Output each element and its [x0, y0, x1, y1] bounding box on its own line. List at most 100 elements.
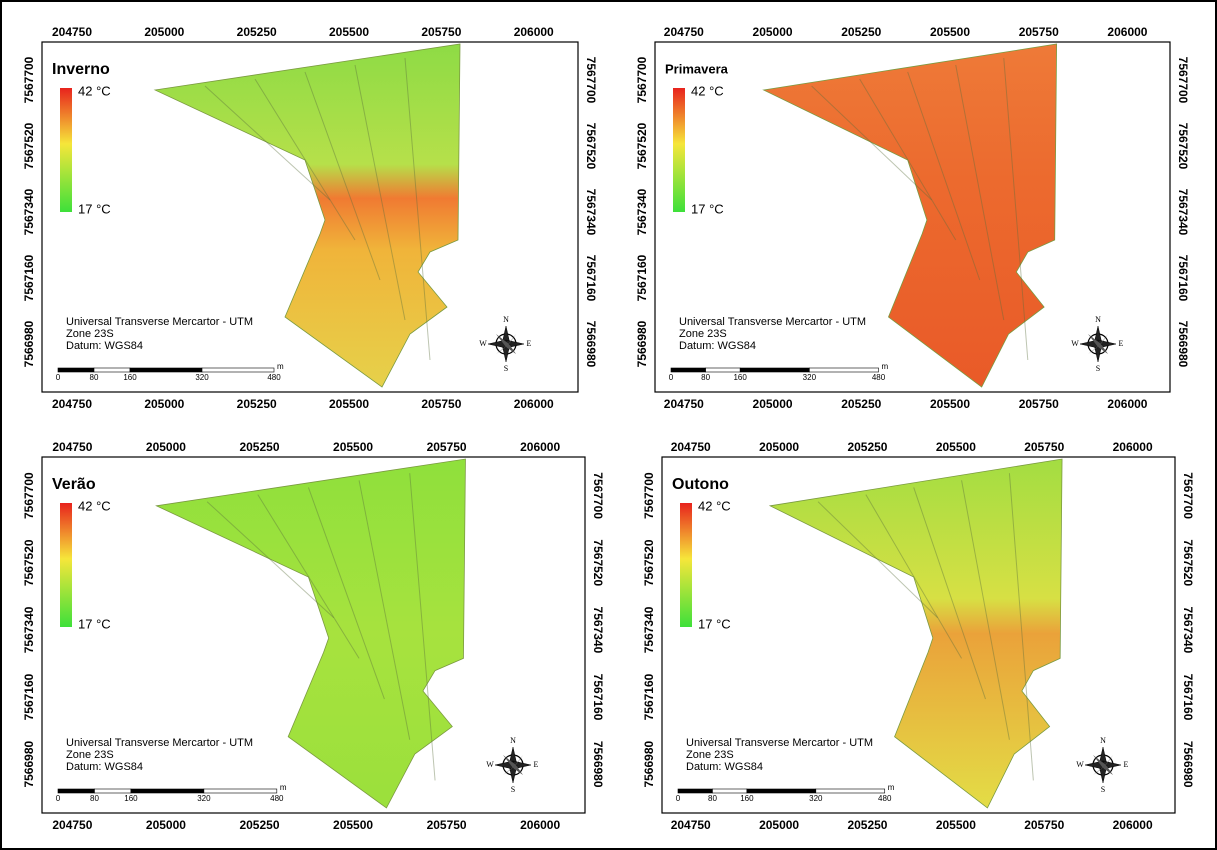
projection-info: Zone 23S: [66, 328, 114, 340]
y-tick-label-right: 7567160: [591, 674, 605, 721]
scale-bar-segment: [202, 368, 274, 372]
compass-n: N: [1100, 736, 1106, 745]
compass-n: N: [503, 315, 509, 324]
legend-max: 42 °C: [78, 83, 111, 98]
y-tick-label-right: 7567160: [584, 255, 598, 302]
scale-bar-label: 80: [708, 794, 717, 803]
x-tick-label-bottom: 206000: [520, 818, 560, 832]
projection-info: Datum: WGS84: [66, 761, 143, 773]
scale-bar-segment: [58, 368, 94, 372]
y-tick-label-right: 7567700: [591, 472, 605, 519]
scale-bar-label: 0: [676, 794, 681, 803]
compass-e: E: [1119, 339, 1124, 348]
scale-bar-label: 80: [90, 373, 99, 382]
scale-bar-label: 480: [872, 373, 886, 382]
y-tick-label-left: 7566980: [22, 320, 36, 367]
x-tick-label-top: 205000: [144, 25, 184, 39]
compass-e: E: [527, 339, 532, 348]
scale-bar-label: 320: [197, 794, 211, 803]
figure: 204750 204750 205000 205000 205250 205250 2055…: [0, 0, 1217, 850]
scale-bar-segment: [740, 368, 809, 372]
scale-bar-segment: [816, 789, 885, 793]
legend-max: 42 °C: [78, 498, 111, 513]
y-tick-label-left: 7567340: [22, 188, 36, 235]
projection-info: Universal Transverse Mercartor - UTM: [686, 737, 873, 749]
scale-bar-label: 480: [878, 794, 892, 803]
x-tick-label-bottom: 205500: [930, 397, 970, 411]
scale-bar-label: 80: [90, 794, 99, 803]
scale-bar-label: 160: [124, 794, 138, 803]
y-tick-label-left: 7566980: [22, 740, 36, 787]
x-tick-label-bottom: 205000: [144, 397, 184, 411]
x-tick-label-top: 205750: [1024, 440, 1064, 454]
projection-info: Zone 23S: [679, 328, 727, 340]
x-tick-label-top: 206000: [514, 25, 554, 39]
legend-min: 17 °C: [698, 616, 731, 631]
y-tick-label-right: 7566980: [1181, 741, 1195, 788]
scale-bar-label: 0: [56, 373, 61, 382]
x-tick-label-top: 205250: [847, 440, 887, 454]
scale-bar-segment: [130, 368, 202, 372]
x-tick-label-top: 205500: [333, 440, 373, 454]
x-tick-label-top: 204750: [664, 25, 704, 39]
x-tick-label-bottom: 205750: [421, 397, 461, 411]
scale-bar-segment: [678, 789, 712, 793]
x-tick-label-top: 205250: [239, 440, 279, 454]
scale-bar-label: 80: [701, 373, 710, 382]
y-tick-label-right: 7567340: [584, 189, 598, 236]
x-tick-label-bottom: 205000: [753, 397, 793, 411]
y-tick-label-left: 7566980: [635, 320, 649, 367]
compass-s: S: [1096, 364, 1100, 373]
compass-n: N: [510, 736, 516, 745]
compass-w: W: [486, 760, 494, 769]
x-tick-label-top: 205500: [930, 25, 970, 39]
x-tick-label-bottom: 206000: [1107, 397, 1147, 411]
projection-info: Universal Transverse Mercartor - UTM: [66, 316, 253, 328]
scale-bar-segment: [747, 789, 816, 793]
projection-info: Datum: WGS84: [686, 761, 763, 773]
y-tick-label-left: 7567520: [635, 122, 649, 169]
y-tick-label-left: 7567160: [22, 673, 36, 720]
y-tick-label-right: 7567700: [584, 57, 598, 104]
scale-bar-label: 0: [669, 373, 674, 382]
projection-info: Datum: WGS84: [679, 340, 756, 352]
y-tick-label-left: 7567700: [642, 472, 656, 519]
x-tick-label-top: 206000: [520, 440, 560, 454]
x-tick-label-top: 204750: [52, 25, 92, 39]
x-tick-label-bottom: 205250: [847, 818, 887, 832]
projection-info: Zone 23S: [686, 749, 734, 761]
scale-bar-label: 480: [267, 373, 281, 382]
compass-e: E: [1124, 760, 1129, 769]
compass-w: W: [479, 339, 487, 348]
y-tick-label-left: 7567520: [642, 539, 656, 586]
y-tick-label-right: 7567520: [591, 539, 605, 586]
scale-bar-unit: m: [280, 783, 287, 792]
x-tick-label-top: 205000: [146, 440, 186, 454]
x-tick-label-bottom: 206000: [514, 397, 554, 411]
x-tick-label-bottom: 205500: [936, 818, 976, 832]
y-tick-label-left: 7567520: [22, 539, 36, 586]
compass-n: N: [1095, 315, 1101, 324]
legend-max: 42 °C: [691, 83, 724, 98]
legend-color-ramp: [60, 503, 72, 627]
legend-max: 42 °C: [698, 498, 731, 513]
x-tick-label-bottom: 205500: [329, 397, 369, 411]
x-tick-label-top: 205750: [427, 440, 467, 454]
scale-bar-label: 160: [740, 794, 754, 803]
scale-bar-segment: [58, 789, 94, 793]
compass-s: S: [504, 364, 508, 373]
y-tick-label-right: 7566980: [1176, 321, 1190, 368]
projection-info: Universal Transverse Mercartor - UTM: [66, 737, 253, 749]
x-tick-label-bottom: 204750: [52, 397, 92, 411]
x-tick-label-bottom: 205750: [1019, 397, 1059, 411]
y-tick-label-right: 7567700: [1181, 472, 1195, 519]
scale-bar-label: 160: [123, 373, 137, 382]
panel-title: Outono: [672, 476, 729, 493]
x-tick-label-top: 205750: [421, 25, 461, 39]
scale-bar-segment: [712, 789, 746, 793]
y-tick-label-left: 7566980: [642, 740, 656, 787]
y-tick-label-left: 7567340: [22, 606, 36, 653]
x-tick-label-bottom: 205000: [759, 818, 799, 832]
y-tick-label-left: 7567160: [22, 254, 36, 301]
y-tick-label-right: 7567340: [1176, 189, 1190, 236]
